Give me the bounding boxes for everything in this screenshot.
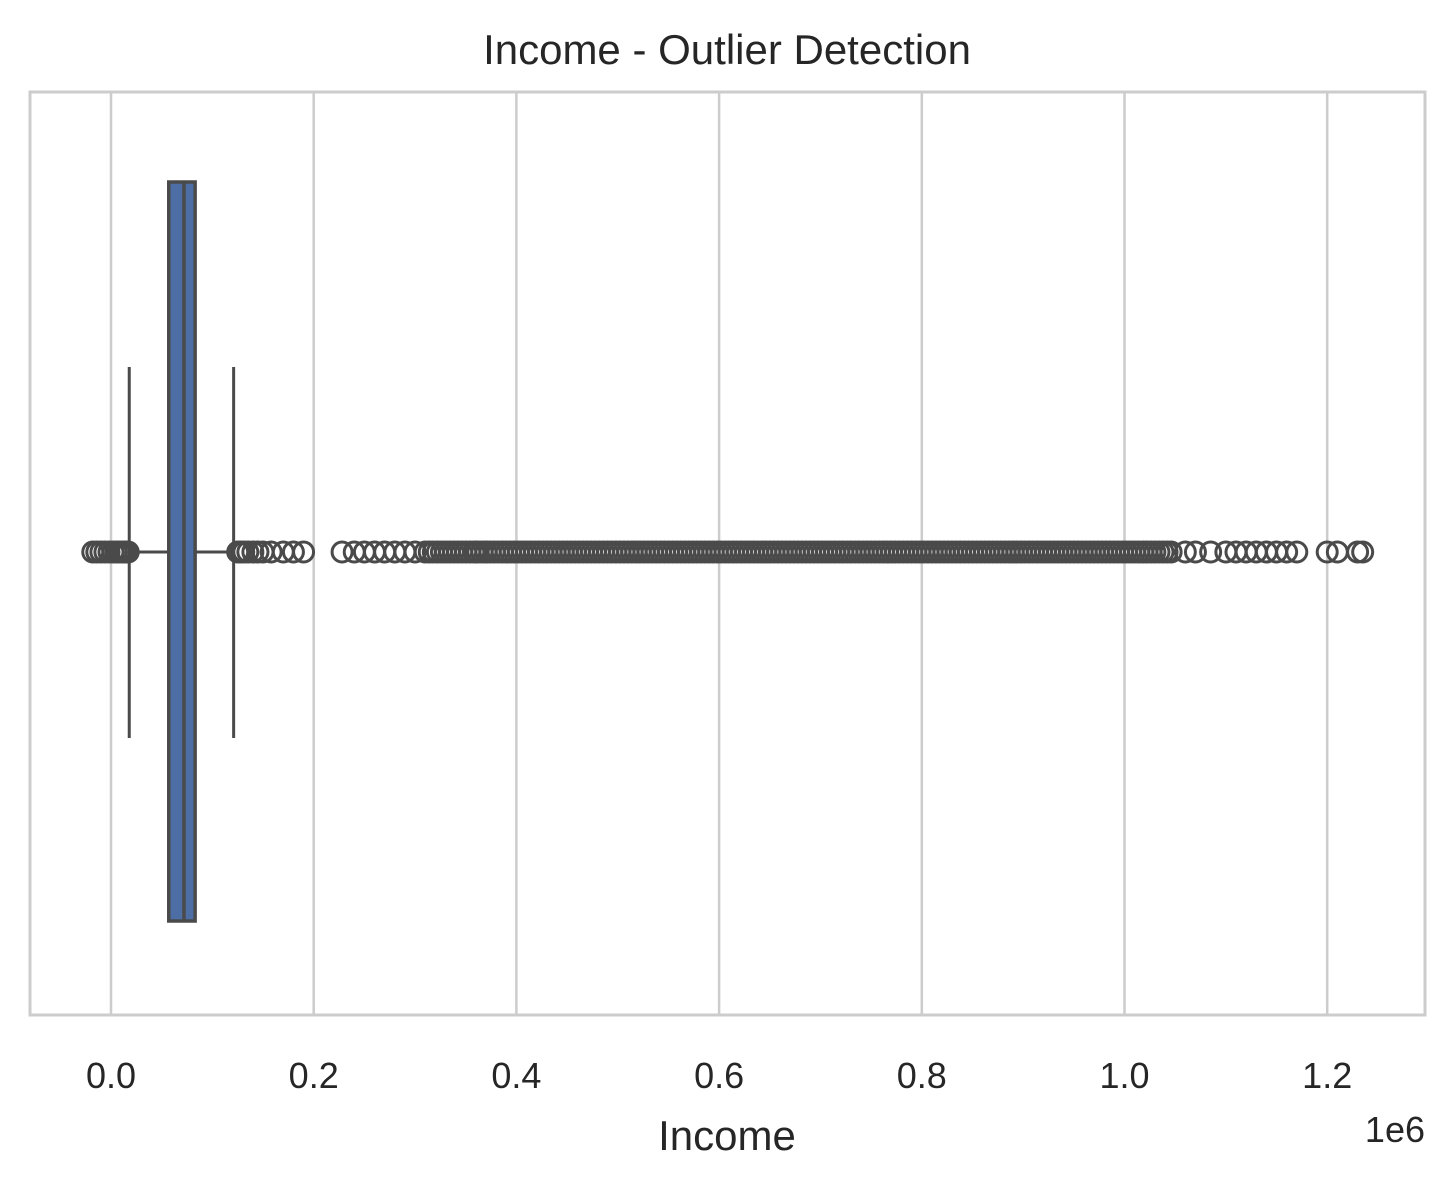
outlier-point	[1199, 540, 1223, 564]
x-axis-offset-label: 1e6	[1365, 1109, 1425, 1150]
x-tick-label: 0.0	[86, 1055, 136, 1096]
outlier-point	[116, 540, 140, 564]
x-axis-label: Income	[658, 1112, 796, 1159]
axes-frame	[28, 90, 1427, 1017]
x-tick-label: 1.2	[1302, 1055, 1352, 1096]
outlier-point	[1173, 540, 1197, 564]
outlier-point	[281, 540, 305, 564]
x-tick-label: 0.4	[491, 1055, 541, 1096]
plot-area	[81, 180, 1375, 923]
outlier-point	[1275, 540, 1299, 564]
x-tick-label: 0.6	[694, 1055, 744, 1096]
x-tick-labels: 0.0 0.2 0.4 0.6 0.8 1.0 1.2	[86, 1055, 1352, 1096]
outlier-point	[1351, 540, 1375, 564]
outlier-point	[1183, 540, 1207, 564]
outlier-point	[259, 540, 283, 564]
outlier-point	[1159, 540, 1183, 564]
outlier-point	[1285, 540, 1309, 564]
outlier-point	[1315, 540, 1339, 564]
outlier-point	[403, 540, 427, 564]
outlier-point	[330, 540, 354, 564]
x-tick-label: 0.2	[289, 1055, 339, 1096]
x-tick-label: 0.8	[897, 1055, 947, 1096]
x-tick-label: 1.0	[1099, 1055, 1149, 1096]
chart-title: Income - Outlier Detection	[483, 26, 971, 73]
box-iqr	[167, 180, 197, 923]
outlier-point	[292, 540, 316, 564]
